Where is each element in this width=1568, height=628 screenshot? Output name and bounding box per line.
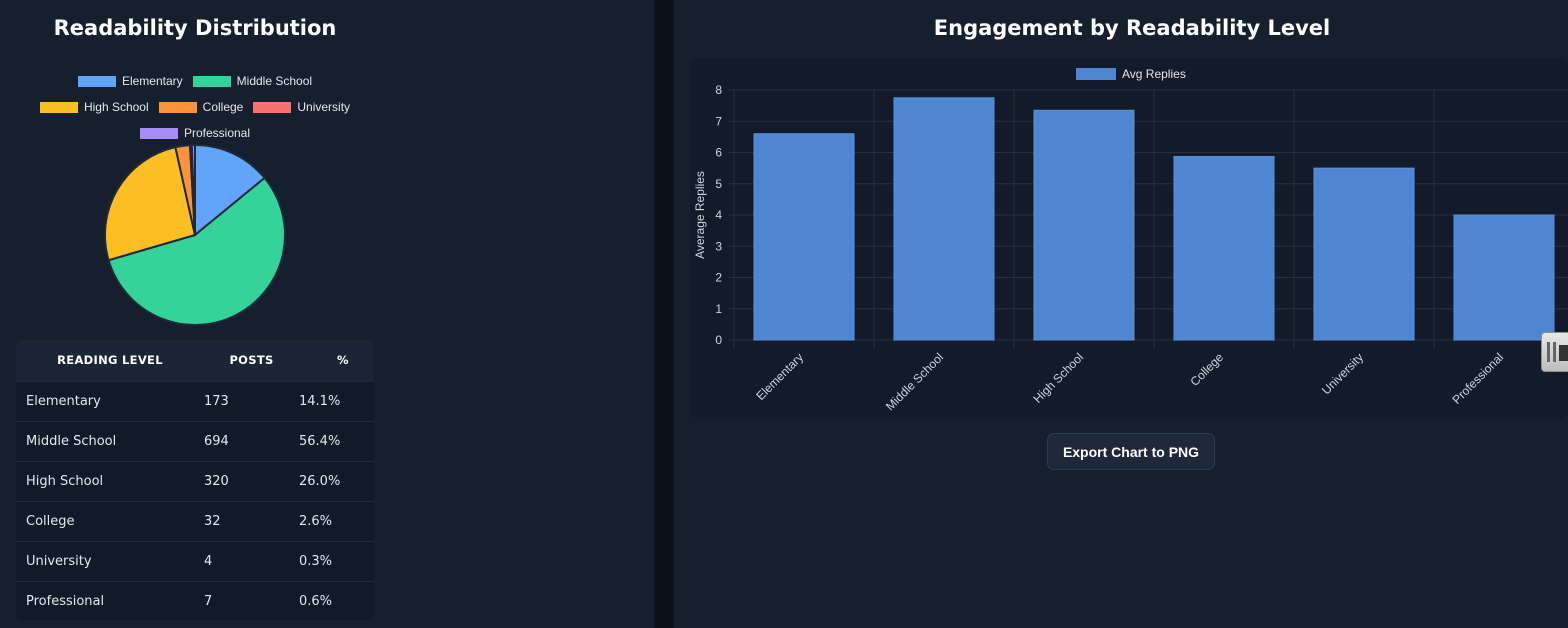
legend-label: College (202, 100, 244, 114)
bar-middle-school (893, 97, 995, 341)
x-tick-label-college: College (1187, 350, 1226, 389)
header-percent: % (337, 353, 349, 368)
legend-item-professional[interactable]: Professional (139, 124, 251, 142)
y-tick-label: 2 (715, 271, 722, 285)
legend-item-university[interactable]: University (253, 98, 350, 116)
readability-distribution-panel: Readability Distribution Elementary Middl… (0, 0, 654, 628)
cell-posts: 4 (204, 540, 299, 581)
table-row: High School 320 26.0% (16, 460, 374, 501)
bar-professional (1453, 214, 1555, 341)
pie-slice-elementary (194, 144, 266, 236)
legend-swatch-avg-replies (1076, 68, 1116, 80)
cell-level: College (16, 500, 204, 541)
pie-slice-high-school (104, 146, 196, 262)
cell-percent: 0.6% (299, 580, 374, 620)
x-tick-label-high-school: High School (1030, 350, 1086, 406)
legend-item-elementary[interactable]: Elementary (77, 72, 183, 90)
legend-label: Middle School (236, 74, 313, 88)
cell-percent: 2.6% (299, 500, 374, 541)
y-tick-label: 8 (715, 83, 722, 97)
y-tick-label: 4 (715, 208, 722, 222)
legend-item-middle-school[interactable]: Middle School (192, 72, 313, 90)
legend-item-college[interactable]: College (158, 98, 244, 116)
legend-item-high-school[interactable]: High School (39, 98, 149, 116)
legend-swatch (139, 127, 178, 139)
table-row: College 32 2.6% (16, 500, 374, 541)
pie-legend: Elementary Middle School High School Colleg… (20, 72, 370, 142)
cell-level: Elementary (16, 380, 204, 421)
cell-percent: 26.0% (299, 460, 374, 501)
legend-label: Elementary (121, 74, 183, 88)
x-tick-label-professional: Professional (1450, 350, 1507, 407)
bar-university (1313, 167, 1415, 341)
table-row: Professional 7 0.6% (16, 580, 374, 620)
y-tick-label: 1 (715, 302, 722, 316)
x-tick-label-university: University (1319, 350, 1366, 397)
legend-label: Professional (183, 126, 251, 140)
cell-level: Professional (16, 580, 204, 620)
engagement-title: Engagement by Readability Level (933, 16, 1331, 40)
y-tick-label: 5 (715, 177, 722, 191)
table-header-row: READING LEVEL POSTS % (16, 340, 374, 381)
header-posts: POSTS (229, 353, 274, 368)
header-reading-level: READING LEVEL (57, 353, 163, 368)
cell-posts: 7 (204, 580, 299, 620)
legend-label: High School (83, 100, 149, 114)
pie-slice-professional (190, 144, 196, 236)
cell-posts: 173 (204, 380, 299, 421)
bar-chart-area: Avg Replies 0 1 2 3 4 5 6 7 8 Average Replies Eleme… (690, 58, 1568, 419)
legend-label: University (297, 100, 351, 114)
table-row: Elementary 173 14.1% (16, 380, 374, 421)
bar-high-school (1033, 109, 1135, 341)
reading-level-table: READING LEVEL POSTS % Elementary 173 14.… (16, 340, 374, 620)
bar-chart: Avg Replies 0 1 2 3 4 5 6 7 8 Average Replies Eleme… (693, 67, 1568, 413)
bar-elementary (753, 133, 855, 341)
cell-posts: 32 (204, 500, 299, 541)
pie-chart (104, 144, 286, 326)
y-tick-label: 6 (715, 146, 722, 160)
pie-slice-middle-school (107, 176, 286, 326)
y-tick-label: 3 (715, 239, 722, 253)
table-row: Middle School 694 56.4% (16, 420, 374, 461)
legend-label-avg-replies: Avg Replies (1122, 67, 1186, 81)
cell-level: High School (16, 460, 204, 501)
readability-distribution-title: Readability Distribution (53, 16, 337, 40)
legend-swatch (39, 101, 78, 113)
scroll-handle[interactable] (1541, 332, 1568, 372)
legend-swatch (158, 101, 197, 113)
cell-percent: 0.3% (299, 540, 374, 581)
engagement-panel: Engagement by Readability Level Avg Repl… (674, 0, 1568, 628)
x-tick-label-middle-school: Middle School (883, 350, 946, 413)
cell-posts: 320 (204, 460, 299, 501)
legend-swatch (77, 75, 116, 87)
cell-level: University (16, 540, 204, 581)
bar-college (1173, 156, 1275, 341)
cell-posts: 694 (204, 420, 299, 461)
cell-percent: 14.1% (299, 380, 374, 421)
y-axis-label: Average Replies (693, 171, 707, 259)
cell-percent: 56.4% (299, 420, 374, 461)
y-tick-label: 7 (715, 114, 722, 128)
y-tick-label: 0 (715, 333, 722, 347)
export-chart-button[interactable]: Export Chart to PNG (1047, 433, 1215, 470)
x-tick-label-elementary: Elementary (753, 350, 806, 403)
table-row: University 4 0.3% (16, 540, 374, 581)
cell-level: Middle School (16, 420, 204, 461)
legend-swatch (253, 101, 292, 113)
legend-swatch (192, 75, 231, 87)
